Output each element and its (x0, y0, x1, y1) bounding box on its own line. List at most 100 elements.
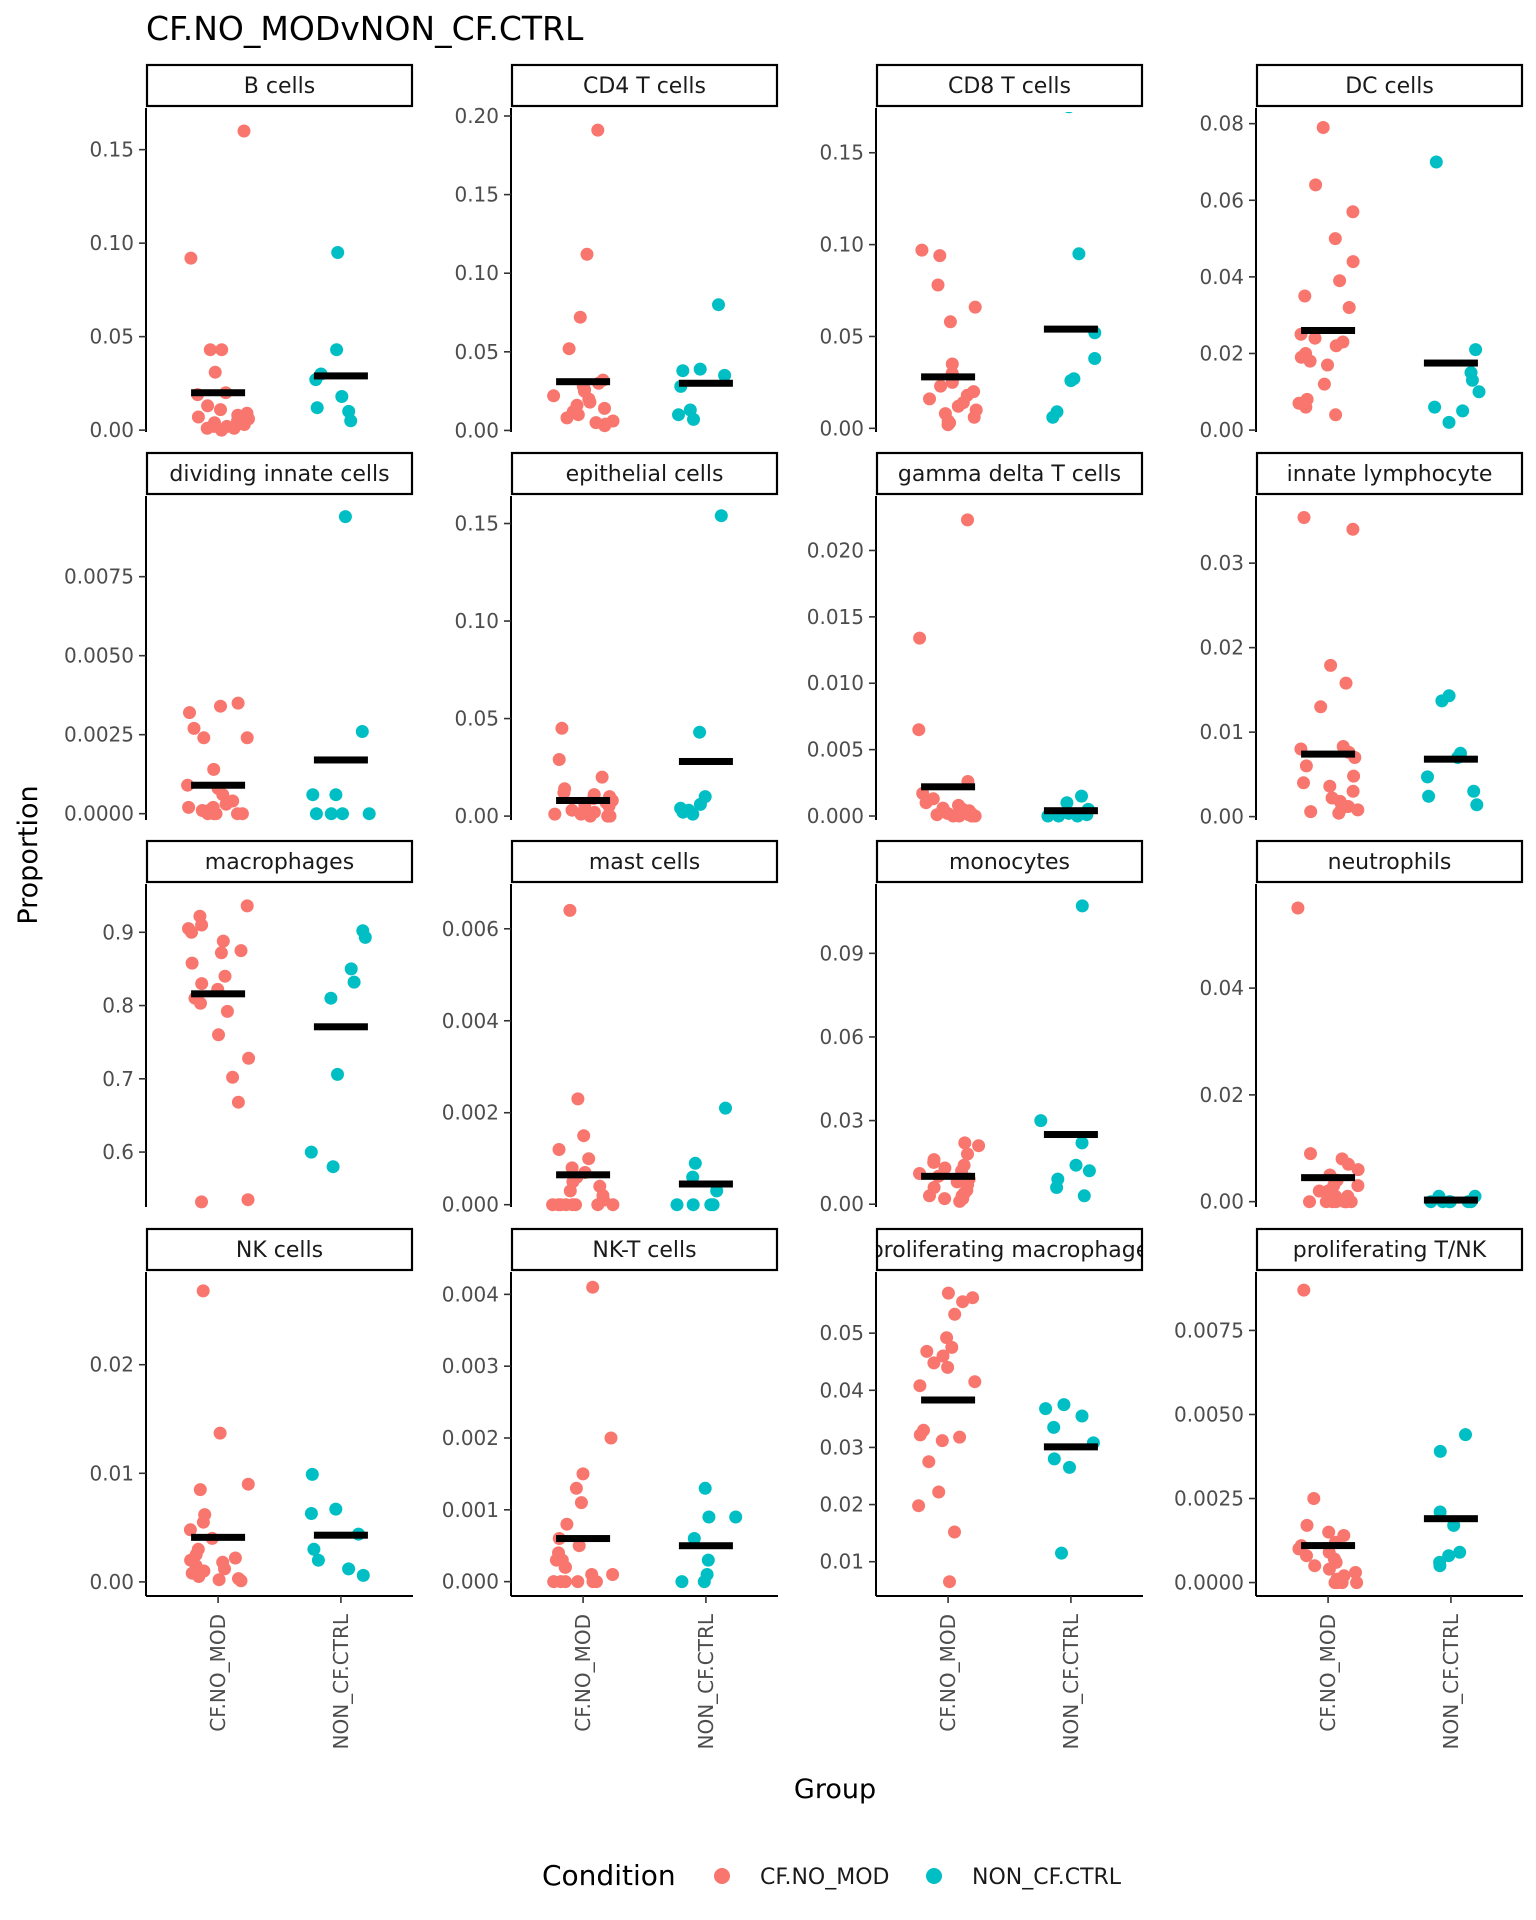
data-point-non-cf-ctrl (306, 788, 320, 802)
y-tick-label: 0.0000 (1174, 1571, 1244, 1595)
data-point-non-cf-ctrl (712, 298, 725, 312)
strip-macrophages (145, 839, 414, 884)
median-bar-non-cf-ctrl (1043, 325, 1098, 333)
data-point-non-cf-ctrl (344, 962, 358, 976)
panel-nk-t-cells: NK-T cells 0.000 0.001 0.002 0.003 0.004 CF.NO… (442, 1227, 779, 1750)
data-point-cf-no-mod (927, 1155, 941, 1169)
median-bar-cf-no-mod (556, 796, 611, 804)
data-point-cf-no-mod (945, 1340, 959, 1354)
y-tick-label: 0.10 (454, 261, 499, 285)
data-point-cf-no-mod (227, 421, 241, 435)
data-point-cf-no-mod (1316, 121, 1330, 134)
data-point-cf-no-mod (218, 969, 232, 983)
data-point-cf-no-mod (214, 699, 227, 713)
data-point-cf-no-mod (1349, 1566, 1362, 1579)
legend-key-cf-no-mod (714, 1868, 730, 1884)
data-point-cf-no-mod (933, 249, 947, 263)
data-point-cf-no-mod (195, 977, 209, 991)
data-point-cf-no-mod (212, 1573, 226, 1587)
data-point-cf-no-mod (948, 1525, 961, 1539)
x-tick-label: NON_CF.CTRL (1059, 1613, 1083, 1749)
data-point-cf-no-mod (207, 762, 221, 776)
data-point-cf-no-mod (606, 1568, 620, 1581)
y-tick-label: 0.05 (454, 340, 499, 364)
data-point-cf-no-mod (231, 807, 244, 821)
median-bar-non-cf-ctrl (1423, 1196, 1478, 1204)
data-point-cf-no-mod (1333, 274, 1347, 288)
data-point-cf-no-mod (1323, 779, 1337, 793)
data-point-cf-no-mod (228, 1551, 242, 1565)
data-point-cf-no-mod (1322, 1562, 1336, 1576)
data-point-cf-no-mod (915, 243, 929, 257)
panel-cd4-t-cells: CD4 T cells 0.00 0.05 0.10 0.15 0.20 (454, 63, 779, 442)
data-point-cf-no-mod (961, 513, 974, 527)
y-tick-label: 0.003 (442, 1354, 499, 1378)
data-point-non-cf-ctrl (307, 1542, 321, 1556)
median-bar-non-cf-ctrl (678, 1542, 733, 1550)
data-point-cf-no-mod (1329, 339, 1343, 353)
y-tick-label: 0.00 (1199, 805, 1244, 829)
data-point-non-cf-ctrl (1064, 374, 1078, 388)
x-tick-label: NON_CF.CTRL (329, 1613, 353, 1749)
data-point-cf-no-mod (965, 809, 979, 823)
y-tick-label: 0.0050 (64, 644, 134, 668)
points-proliferating-macrophage (912, 1286, 1100, 1589)
data-point-cf-no-mod (1346, 522, 1360, 536)
data-point-non-cf-ctrl (697, 1575, 711, 1589)
y-tick-label: 0.20 (454, 104, 499, 128)
data-point-cf-no-mod (972, 1139, 986, 1153)
data-point-cf-no-mod (1300, 1549, 1313, 1563)
data-point-non-cf-ctrl (324, 807, 338, 821)
data-point-cf-no-mod (219, 797, 233, 811)
y-tick-label: 0.00 (819, 416, 864, 440)
data-point-cf-no-mod (212, 1028, 225, 1042)
data-point-cf-no-mod (591, 123, 605, 137)
data-point-non-cf-ctrl (355, 725, 369, 738)
x-tick-label: CF.NO_MOD (206, 1614, 230, 1732)
median-bar-non-cf-ctrl (1423, 359, 1478, 367)
panel-epithelial-cells: epithelial cells 0.00 0.05 0.10 0.15 (454, 451, 779, 828)
y-tick-label: 0.05 (819, 324, 864, 348)
y-tick-label: 0.00 (1199, 1190, 1244, 1214)
median-bar-cf-no-mod (921, 373, 976, 381)
median-bar-cf-no-mod (1301, 1542, 1356, 1550)
y-tick-label: 0.004 (442, 1009, 499, 1033)
data-point-cf-no-mod (936, 1349, 950, 1363)
data-point-cf-no-mod (1351, 1163, 1365, 1177)
y-tick-label: 0.00 (454, 804, 499, 828)
data-point-cf-no-mod (1351, 1179, 1365, 1193)
y-tick-label: 0.002 (442, 1101, 499, 1125)
median-bar-cf-no-mod (1301, 1174, 1356, 1182)
data-point-non-cf-ctrl (1039, 1402, 1053, 1416)
data-point-non-cf-ctrl (1422, 789, 1436, 803)
data-point-cf-no-mod (958, 1136, 972, 1150)
y-tick-label: 0.05 (454, 707, 499, 731)
y-tick-label: 0.08 (1199, 112, 1244, 136)
data-point-non-cf-ctrl (1088, 352, 1102, 365)
strip-label-gamma-delta-t-cells: gamma delta T cells (898, 462, 1121, 487)
data-point-cf-no-mod (580, 247, 594, 261)
data-point-cf-no-mod (968, 300, 982, 314)
x-tick-label: NON_CF.CTRL (694, 1613, 718, 1749)
points-cd4-t-cells (547, 123, 733, 433)
strip-label-mast-cells: mast cells (589, 850, 700, 875)
data-point-cf-no-mod (595, 770, 609, 784)
data-point-cf-no-mod (1309, 178, 1323, 192)
data-point-non-cf-ctrl (714, 509, 728, 523)
data-point-cf-no-mod (1304, 805, 1318, 819)
data-point-non-cf-ctrl (701, 1553, 715, 1567)
strip-label-innate-lymphocyte: innate lymphocyte (1287, 462, 1493, 487)
data-point-cf-no-mod (919, 796, 933, 810)
data-point-cf-no-mod (586, 1280, 600, 1294)
strip-nk-cells (145, 1227, 414, 1272)
data-point-cf-no-mod (912, 723, 926, 737)
y-tick-label: 0.020 (807, 538, 864, 562)
data-point-cf-no-mod (1300, 1518, 1314, 1532)
strip-label-nk-cells: NK cells (236, 1238, 323, 1263)
strip-label-proliferating-macrophage: proliferating macrophage (870, 1238, 1150, 1263)
data-point-cf-no-mod (1298, 289, 1312, 303)
strip-neutrophils (1255, 839, 1524, 884)
data-point-non-cf-ctrl (1075, 899, 1089, 913)
data-point-cf-no-mod (913, 1379, 927, 1393)
points-dividing-innate-cells (181, 510, 376, 821)
